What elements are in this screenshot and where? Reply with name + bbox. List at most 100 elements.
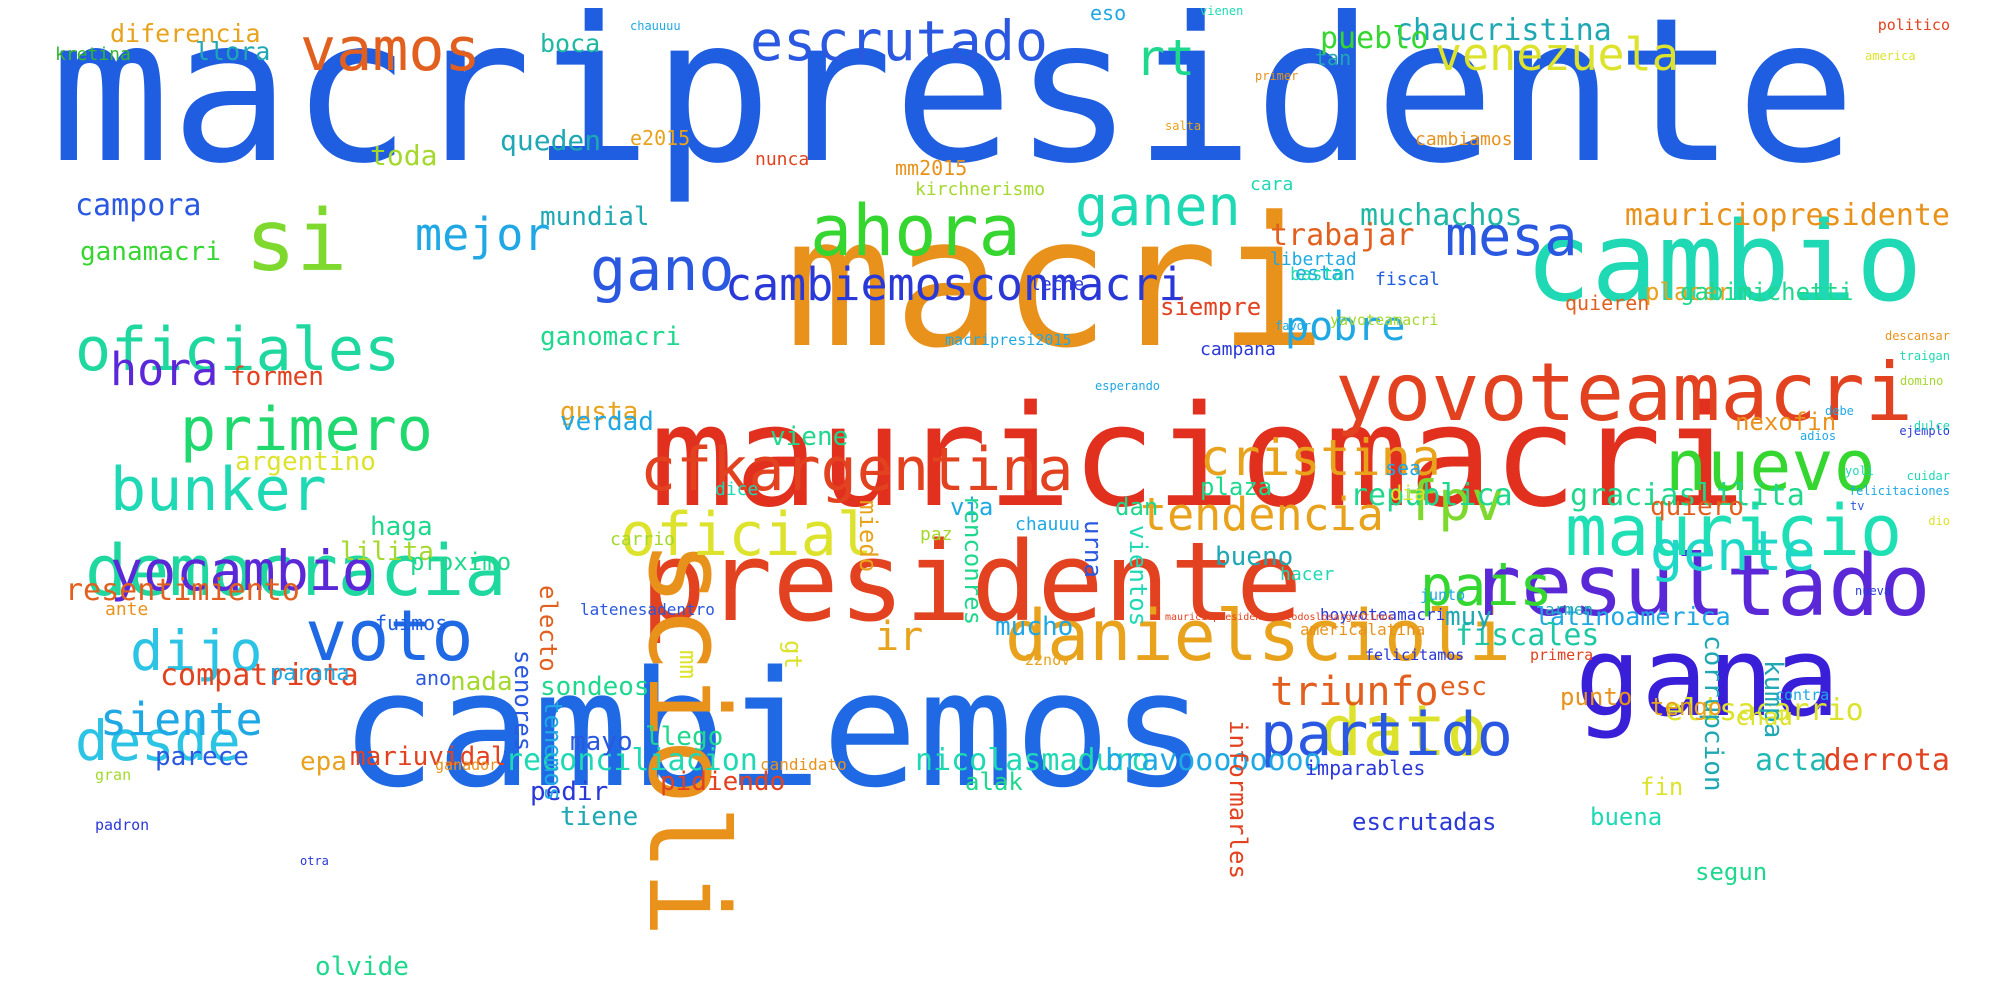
word-yavoteamacri: yavoteamacri (1330, 311, 1438, 329)
word-senores: senores (509, 650, 537, 751)
word-americalatina: americalatina (1300, 620, 1425, 639)
word-carrio: carrio (610, 529, 675, 550)
word-vamos: vamos (300, 15, 481, 85)
word-mayo: mayo (570, 727, 633, 757)
word-gente: gente (1650, 519, 1816, 583)
word-si: si (245, 192, 347, 291)
word-democracia: democracia (85, 530, 506, 612)
word-america: america (1865, 49, 1916, 63)
word-macripresidente: macripresidente (50, 0, 1856, 208)
word-dijo: dijo (130, 619, 262, 683)
word-nexofin: nexofin (1735, 408, 1836, 436)
word-proximo: proximo (410, 548, 511, 576)
word-paz: paz (920, 524, 953, 545)
word-tendencia: tendencia (1140, 488, 1384, 541)
word-oficiales: oficiales (75, 315, 400, 385)
word-haga: haga (370, 512, 433, 542)
word-trabajar: trabajar (1270, 218, 1415, 253)
word-mm2015: mm2015 (895, 156, 967, 180)
word-junto: junto (1420, 586, 1465, 604)
word-siempre: siempre (1160, 293, 1261, 321)
word-mejor: mejor (415, 208, 550, 261)
word-fiscales: fiscales (1455, 618, 1600, 653)
word-22nov: 22nov (1025, 651, 1070, 669)
word-bueno: bueno (1215, 542, 1293, 572)
word-vientos: vientos (1124, 525, 1152, 626)
word-parana: parana (270, 661, 349, 686)
word-triunfo: triunfo (1270, 669, 1439, 715)
word-muy: muy (1445, 602, 1492, 632)
word-tiene: tiene (560, 802, 638, 832)
word-yocambio: yocambio (110, 539, 375, 603)
word-campana: campana (1200, 339, 1276, 360)
word-fuimos: fuimos (375, 611, 447, 635)
word-kretina: kretina (55, 44, 131, 65)
word-dato: dato (1320, 690, 1489, 772)
word-macripresi2015: macripresi2015 (945, 331, 1071, 349)
word-chauuu: chauuu (1015, 514, 1080, 535)
word-danielscioli: danielscioli (1005, 595, 1511, 677)
word-rt: rt (1135, 29, 1195, 87)
word-gt: gt (779, 640, 807, 669)
word-mauriciopresidentedetodoslosargentinos: mauriciopresidentedetodoslosargentinos (1165, 612, 1394, 623)
word-candidato: candidato (760, 755, 847, 774)
word-electo: electo (534, 585, 562, 672)
word-kumpa: kumpa (1758, 660, 1788, 738)
word-nicolasmaduro: nicolasmaduro (915, 743, 1150, 778)
word-compatriota: compatriota (160, 658, 359, 693)
word-presidente: presidente (640, 518, 1302, 646)
word-hora: hora (110, 343, 218, 396)
word-gana: gana (1575, 613, 1840, 741)
word-tenemos: tenemos (539, 700, 567, 801)
word-pueblo: pueblo (1320, 21, 1428, 56)
word-dia: dia (1390, 481, 1426, 505)
word-punto: punto (1560, 683, 1632, 711)
word-acta: acta (1755, 743, 1827, 778)
word-mariuvidal: mariuvidal (350, 742, 507, 772)
word-epa: epa (300, 747, 347, 777)
word-kirchnerismo: kirchnerismo (915, 179, 1045, 200)
word-bunker: bunker (110, 455, 327, 525)
word-primera: primera (1530, 646, 1593, 664)
word-renconres: renconres (959, 495, 987, 625)
word-chau: chau (1735, 703, 1793, 731)
word-mauriciopresidente: mauriciopresidente (1625, 198, 1950, 233)
word-mundial: mundial (540, 202, 650, 232)
word-lilita: lilita (340, 537, 434, 567)
word-descansar: descansar (1885, 329, 1950, 343)
word-esperando: esperando (1095, 379, 1160, 393)
word-resentimiento: resentimiento (65, 573, 300, 608)
word-oficial: oficial (620, 500, 873, 570)
word-ganomacri: ganomacri (540, 322, 681, 352)
word-quieren: quieren (1565, 291, 1649, 315)
word-placer: placer (1645, 278, 1732, 306)
word-dio: dio (1928, 514, 1950, 528)
word-campora: campora (75, 188, 201, 223)
word-cara: cara (1250, 174, 1293, 195)
word-verdad: verdad (560, 407, 654, 437)
word-felicitaciones: felicitaciones (1849, 484, 1950, 498)
word-otra: otra (300, 854, 329, 868)
word-latenesadentro: latenesadentro (580, 600, 715, 619)
word-ejemplo: ejemplo (1899, 424, 1950, 438)
word-nueva: nueva (1855, 584, 1891, 598)
word-graciaslilita: graciaslilita (1570, 478, 1805, 513)
word-chaucristina: chaucristina (1395, 13, 1612, 48)
word-diferencia: diferencia (110, 19, 261, 48)
word-sea: sea (1385, 456, 1421, 480)
word-pobre: pobre (1285, 304, 1405, 350)
word-voto: voto (305, 595, 474, 677)
word-e2015: e2015 (630, 126, 690, 150)
word-gran: gran (95, 766, 131, 784)
word-esc: esc (1440, 672, 1487, 702)
word-adios: adios (1800, 429, 1836, 443)
word-gano: gano (590, 235, 735, 305)
word-venezuela: venezuela (1435, 28, 1679, 81)
word-informarles: informarles (1224, 720, 1252, 879)
word-olvide: olvide (315, 952, 409, 982)
word-republica: republica (1350, 478, 1513, 513)
word-cfkargentina: cfkargentina (640, 435, 1073, 505)
word-eso: eso (1090, 1, 1126, 25)
word-hoyvoteamacri: hoyvoteamacri (1320, 605, 1445, 624)
